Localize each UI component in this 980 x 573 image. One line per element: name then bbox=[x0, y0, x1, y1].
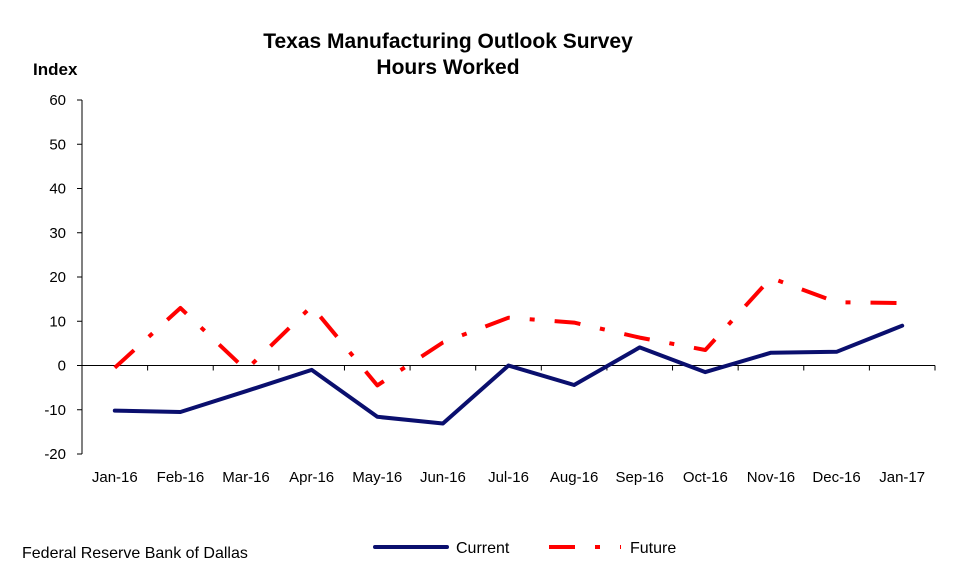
series-lines bbox=[112, 275, 905, 426]
y-tick-label: 20 bbox=[49, 269, 66, 286]
x-tick-label: Mar-16 bbox=[222, 469, 270, 486]
x-tick-label: Jan-17 bbox=[879, 469, 925, 486]
y-tick-label: 10 bbox=[49, 313, 66, 330]
x-tick-label: Feb-16 bbox=[157, 469, 205, 486]
y-tick-label: -10 bbox=[44, 402, 66, 419]
chart-subtitle: Hours Worked bbox=[376, 56, 519, 79]
x-tick-label: Apr-16 bbox=[289, 469, 334, 486]
chart-title: Texas Manufacturing Outlook Survey bbox=[263, 30, 633, 53]
series-line-current bbox=[112, 323, 905, 426]
series-line-future bbox=[113, 275, 903, 388]
x-tick-label: Dec-16 bbox=[812, 469, 860, 486]
x-tick-label: Sep-16 bbox=[616, 469, 664, 486]
axes bbox=[77, 99, 936, 455]
y-tick-label: 0 bbox=[58, 358, 66, 375]
y-tick-label: -20 bbox=[44, 446, 66, 463]
x-tick-label: Nov-16 bbox=[747, 469, 795, 486]
x-tick-label: Jul-16 bbox=[488, 469, 529, 486]
y-tick-label: 50 bbox=[49, 136, 66, 153]
x-tick-labels: Jan-16 Feb-16 Mar-16 Apr-16 May-16 Jun-16 Jul-… bbox=[92, 469, 925, 486]
x-tick-label: Jan-16 bbox=[92, 469, 138, 486]
legend-label-current: Current bbox=[456, 540, 510, 557]
y-tick-label: 60 bbox=[49, 92, 66, 109]
legend-label-future: Future bbox=[630, 540, 676, 557]
x-tick-label: Jun-16 bbox=[420, 469, 466, 486]
x-tick-label: Oct-16 bbox=[683, 469, 728, 486]
y-axis-label: Index bbox=[33, 60, 78, 79]
y-tick-labels: 60 50 40 30 20 10 0 -10 -20 bbox=[44, 92, 66, 463]
legend: Current Future bbox=[373, 540, 676, 557]
x-tick-label: May-16 bbox=[352, 469, 402, 486]
y-tick-label: 40 bbox=[49, 181, 66, 198]
source-note: Federal Reserve Bank of Dallas bbox=[22, 545, 248, 562]
x-tick-label: Aug-16 bbox=[550, 469, 598, 486]
y-tick-label: 30 bbox=[49, 225, 66, 242]
